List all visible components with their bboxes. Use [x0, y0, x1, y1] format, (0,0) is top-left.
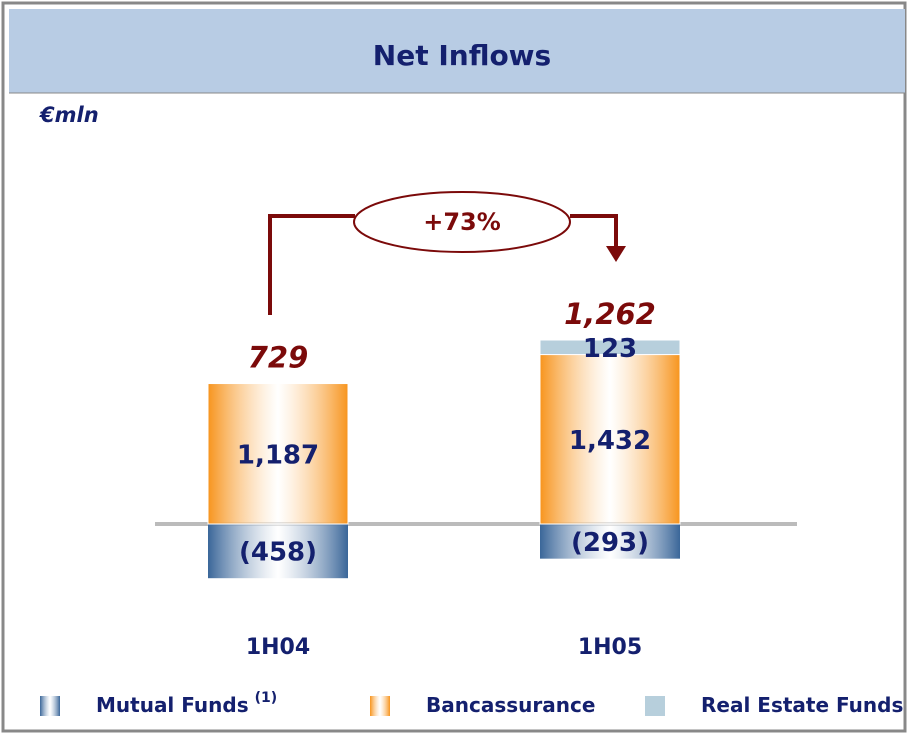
- value-label: 1,432: [569, 426, 651, 456]
- value-label: 123: [583, 334, 637, 364]
- bar-segment: [539, 354, 681, 525]
- x-tick-label: 1H05: [578, 635, 642, 660]
- header-band: [9, 9, 905, 93]
- legend-name: Mutual Funds: [96, 693, 249, 717]
- growth-annotation: +73%: [423, 208, 501, 236]
- unit-label: €mln: [39, 103, 99, 127]
- legend-name: Bancassurance: [426, 693, 595, 717]
- legend-label: Bancassurance: [426, 693, 595, 717]
- value-label: (458): [239, 538, 317, 568]
- x-tick-label: 1H04: [246, 635, 310, 660]
- value-label: 1,187: [237, 440, 319, 470]
- legend-swatch: [40, 696, 60, 716]
- legend-label: Mutual Funds (1): [96, 690, 277, 717]
- total-label: 729: [248, 341, 309, 375]
- growth-arrow: [268, 214, 618, 315]
- bar-segment: [539, 339, 681, 356]
- legend-name: Real Estate Funds: [701, 693, 903, 717]
- bar-segment: [208, 524, 348, 579]
- legend-note: (1): [255, 690, 278, 706]
- arrow-head: [606, 246, 626, 262]
- legend-swatch: [370, 696, 390, 716]
- bar-segment: [207, 383, 349, 525]
- growth-ellipse: [353, 191, 571, 253]
- value-label: (293): [571, 528, 649, 558]
- legend-label: Real Estate Funds: [701, 693, 903, 717]
- total-label: 1,262: [564, 297, 656, 331]
- bar-segment: [540, 524, 680, 559]
- legend-swatch: [645, 696, 665, 716]
- chart-title: Net Inflows: [373, 39, 551, 72]
